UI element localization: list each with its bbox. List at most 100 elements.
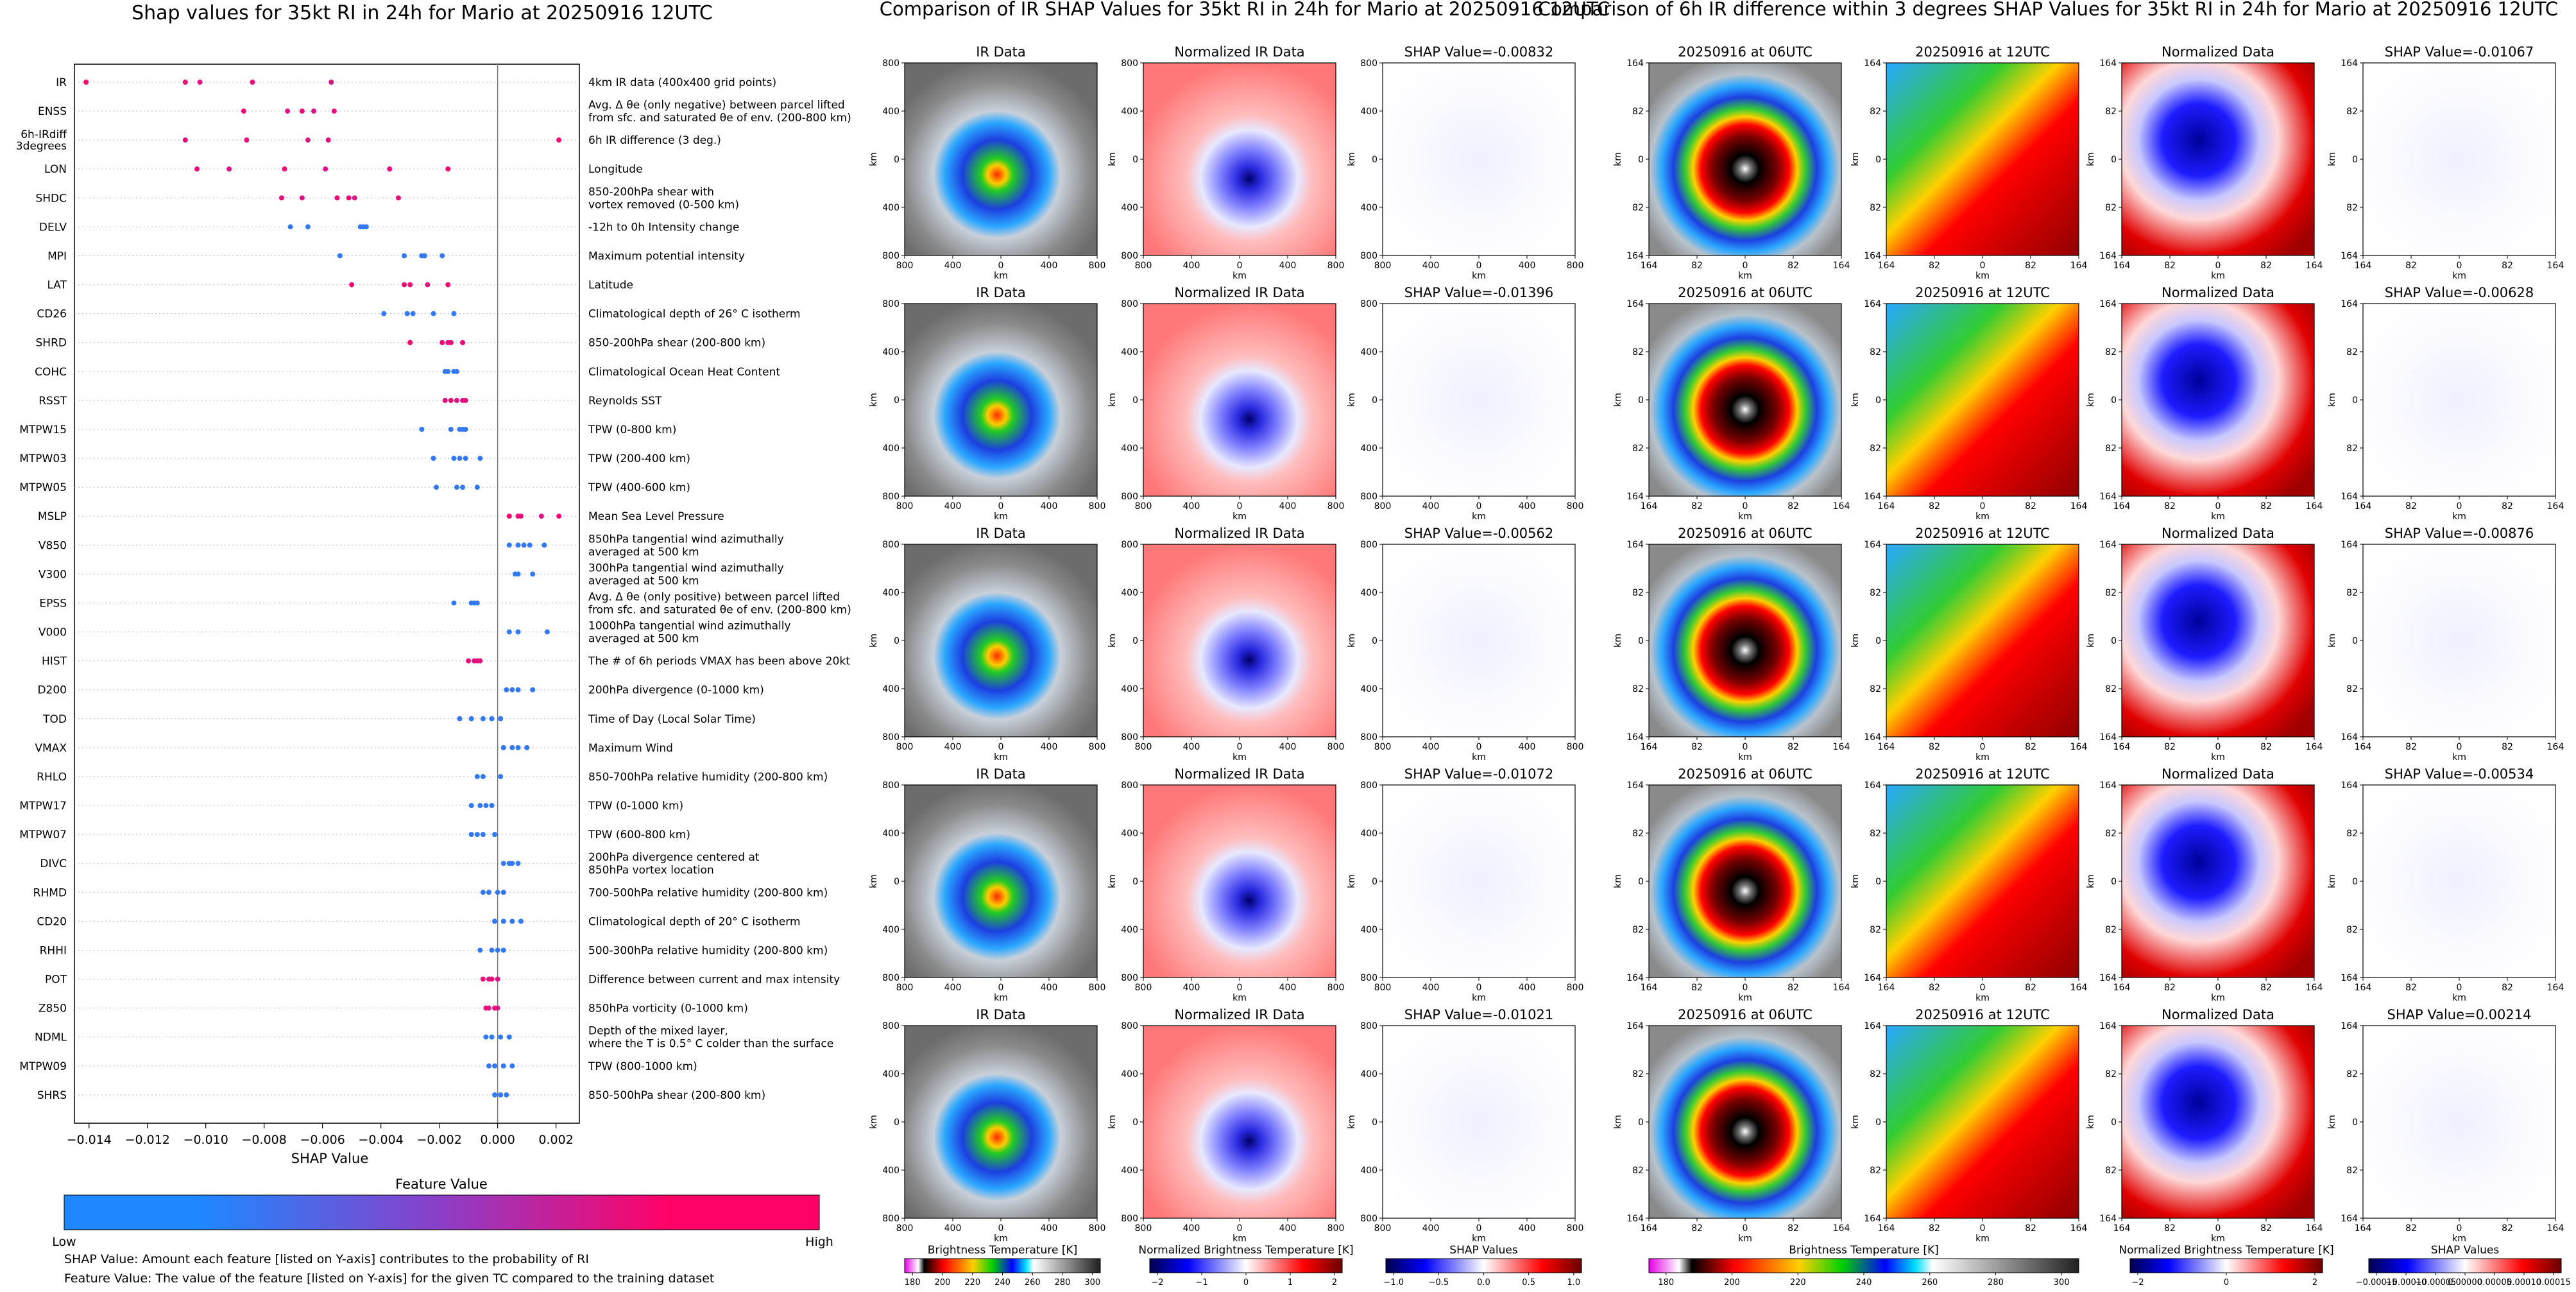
- panel-y-tick-label: 164: [2099, 540, 2117, 550]
- panel-y-tick-label: 800: [1121, 1214, 1138, 1224]
- feature-name-label: POT: [45, 974, 67, 986]
- shap-point: [448, 397, 454, 403]
- panel-y-tick-label: 164: [1864, 58, 1881, 69]
- panel-y-tick-label: 400: [1121, 107, 1138, 117]
- panel-image: [2362, 784, 2556, 978]
- panel-image: [2121, 1025, 2315, 1219]
- panel-x-tick-label: 164: [2547, 983, 2564, 993]
- panel-x-tick-label: 800: [1089, 742, 1106, 752]
- irdiff-panel: 20250916 at 12UTC 164 82 0 82 164 km 164 82 0 82 16…: [1850, 285, 2087, 522]
- panel-y-tick-label: 164: [2099, 299, 2117, 309]
- panel-x-tick-label: 800: [1327, 1223, 1345, 1234]
- shap-point: [407, 282, 413, 288]
- panel-y-tick-label: 0: [1372, 1117, 1378, 1128]
- panel-y-tick-label: 800: [882, 973, 900, 983]
- panel-x-tick-label: 800: [1567, 1223, 1584, 1234]
- shap-point: [474, 773, 480, 779]
- panel-y-label: km: [1613, 152, 1623, 166]
- panel-x-tick-label: 400: [1279, 983, 1297, 993]
- shap-point: [241, 108, 246, 114]
- panel-x-tick-label: 82: [2025, 1223, 2036, 1234]
- feature-description-label: TPW (200-400 km): [588, 452, 690, 465]
- panel-image: [1886, 544, 2079, 737]
- panel-x-tick-label: 800: [1374, 261, 1392, 271]
- colorbar-tick-label: 0.00005: [2477, 1278, 2512, 1288]
- feature-colorbar-low: Low: [52, 1235, 76, 1249]
- panel-y-tick-label: 800: [1121, 251, 1138, 261]
- panel-y-tick-label: 800: [1121, 492, 1138, 502]
- panel-y-label: km: [1850, 393, 1861, 407]
- panel-image: [1382, 1025, 1576, 1219]
- panel-title: 20250916 at 06UTC: [1678, 766, 1813, 782]
- shap-point: [244, 137, 250, 143]
- panel-image: [1648, 544, 1842, 737]
- feature-description-label: 700-500hPa relative humidity (200-800 km…: [588, 886, 828, 899]
- shap-point: [500, 947, 506, 953]
- ir-panel: SHAP Value=-0.01021 800 400 0 400 800 km 800 400…: [1347, 1007, 1583, 1244]
- irdiff-panel: 20250916 at 12UTC 164 82 0 82 164 km 164 82 0 82 16…: [1850, 1007, 2087, 1244]
- panel-x-tick-label: 164: [2306, 983, 2323, 993]
- shap-point: [530, 687, 536, 693]
- colorbar-tick-label: −0.00010: [2385, 1278, 2427, 1288]
- panel-y-tick-label: 800: [1360, 780, 1378, 791]
- shap-point: [299, 195, 305, 201]
- shap-point: [402, 253, 407, 259]
- panel-x-label: km: [1975, 271, 1990, 281]
- panel-x-tick-label: 0: [1476, 501, 1482, 512]
- panel-y-label: km: [869, 393, 879, 407]
- colorbar: Brightness Temperature [K] 180 200 220 240 26…: [1648, 1244, 2079, 1288]
- shap-point: [506, 513, 512, 519]
- panel-y-tick-label: 0: [2352, 155, 2358, 165]
- x-tick-label: −0.006: [300, 1133, 345, 1147]
- panel-title: Normalized Data: [2162, 1007, 2274, 1022]
- panel-x-label: km: [1233, 752, 1247, 762]
- panel-x-tick-label: 164: [2070, 261, 2088, 271]
- panel-y-tick-label: 800: [1360, 973, 1378, 983]
- shap-point: [524, 745, 530, 750]
- panel-y-tick-label: 82: [1632, 1166, 1644, 1176]
- feature-description-label: Reynolds SST: [588, 395, 662, 408]
- panel-x-tick-label: 800: [1374, 1223, 1392, 1234]
- panel-x-tick-label: 82: [1691, 261, 1703, 271]
- panel-x-tick-label: 400: [944, 261, 962, 271]
- panel-y-tick-label: 800: [882, 780, 900, 791]
- panel-y-tick-label: 164: [2341, 1214, 2358, 1224]
- panel-title: 20250916 at 12UTC: [1915, 44, 2050, 60]
- panel-y-tick-label: 0: [894, 155, 900, 165]
- panel-x-tick-label: 400: [1279, 1223, 1297, 1234]
- panel-x-tick-label: 800: [1374, 742, 1392, 752]
- panel-x-tick-label: 82: [2502, 261, 2513, 271]
- panel-y-tick-label: 82: [1632, 684, 1644, 694]
- feature-name-label: V300: [38, 568, 67, 581]
- shap-point: [451, 311, 457, 316]
- panel-y-label: km: [2086, 1115, 2096, 1129]
- panel-x-tick-label: 800: [1135, 261, 1152, 271]
- panel-x-tick-label: 164: [1878, 983, 1895, 993]
- panel-x-tick-label: 400: [1183, 1223, 1200, 1234]
- panel-y-label: km: [1850, 633, 1861, 648]
- shap-point: [282, 166, 287, 172]
- panel-y-tick-label: 800: [1121, 732, 1138, 743]
- shap-point: [334, 195, 340, 201]
- panel-y-tick-label: 164: [2341, 251, 2358, 261]
- irdiff-panel: SHAP Value=-0.00876 164 82 0 82 164 km 164 82 0 82…: [2327, 526, 2564, 762]
- panel-x-tick-label: 800: [1089, 261, 1106, 271]
- panel-x-tick-label: 0: [2457, 742, 2462, 752]
- panel-y-tick-label: 82: [2346, 684, 2358, 694]
- shap-point: [468, 832, 474, 838]
- panel-y-tick-label: 82: [2105, 107, 2117, 117]
- panel-x-tick-label: 82: [1787, 261, 1799, 271]
- panel-image: [2121, 62, 2315, 256]
- panel-x-tick-label: 400: [944, 983, 962, 993]
- panel-x-tick-label: 82: [2260, 501, 2272, 512]
- shap-point: [515, 745, 521, 750]
- feature-name-label: DIVC: [40, 857, 67, 870]
- panel-title: Normalized Data: [2162, 526, 2274, 541]
- feature-colorbar: [64, 1194, 820, 1230]
- shap-point: [480, 773, 486, 779]
- panel-y-tick-label: 800: [882, 1214, 900, 1224]
- panel-x-tick-label: 800: [1135, 501, 1152, 512]
- panel-y-tick-label: 164: [1626, 780, 1644, 791]
- feature-name-label: MTPW07: [19, 829, 67, 841]
